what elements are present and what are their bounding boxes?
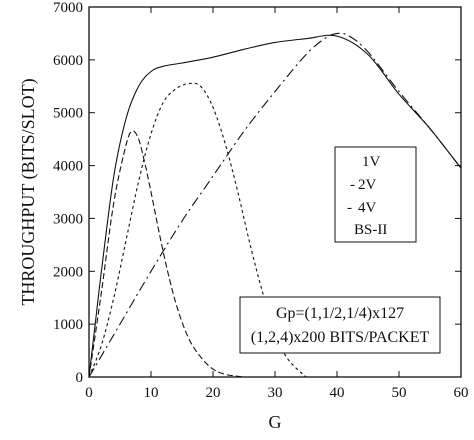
annotation-box <box>239 296 441 354</box>
y-tick-label: 3000 <box>53 211 83 227</box>
y-tick-label: 6000 <box>53 53 83 69</box>
x-tick-label: 20 <box>206 385 221 401</box>
legend: 1V - 2V - 4V BS-II <box>334 146 417 243</box>
y-tick-label: 0 <box>76 370 84 386</box>
annotation-line-2: (1,2,4)x200 BITS/PACKET <box>251 329 430 346</box>
legend-box <box>334 146 417 243</box>
x-tick-label: 0 <box>85 385 93 401</box>
y-tick-label: 1000 <box>53 317 83 333</box>
legend-entry-4v: 4V <box>358 200 377 216</box>
series-line-1v <box>88 130 245 378</box>
x-tick-label: 40 <box>330 385 345 401</box>
x-tick-labels: 0 10 20 30 40 50 60 <box>85 385 468 401</box>
y-axis-title: THROUGHPUT (BITS/SLOT) <box>18 78 39 305</box>
series-line-4v <box>88 32 462 378</box>
x-tick-label: 30 <box>268 385 283 401</box>
y-tick-label: 7000 <box>53 0 83 16</box>
legend-entry-2v: 2V <box>358 177 377 193</box>
annotation: Gp=(1,1/2,1/4)x127 (1,2,4)x200 BITS/PACK… <box>239 296 441 354</box>
y-tick-label: 4000 <box>53 159 83 175</box>
x-tick-label: 50 <box>392 385 407 401</box>
annotation-line-1: Gp=(1,1/2,1/4)x127 <box>276 305 404 322</box>
y-tick-label: 5000 <box>53 106 83 122</box>
x-tick-label: 10 <box>144 385 159 401</box>
y-tick-labels: 0 1000 2000 3000 4000 5000 6000 7000 <box>53 0 83 386</box>
series-lines <box>88 32 462 378</box>
x-tick-label: 60 <box>454 385 469 401</box>
legend-dash-2v: - <box>350 177 355 193</box>
legend-dash-4v: - <box>347 200 352 216</box>
series-line-bs-ii <box>88 34 462 378</box>
legend-entry-1v: 1V <box>362 154 381 170</box>
x-axis-title: G <box>269 412 282 432</box>
legend-entry-bs-ii: BS-II <box>354 222 387 238</box>
y-tick-label: 2000 <box>53 264 83 280</box>
